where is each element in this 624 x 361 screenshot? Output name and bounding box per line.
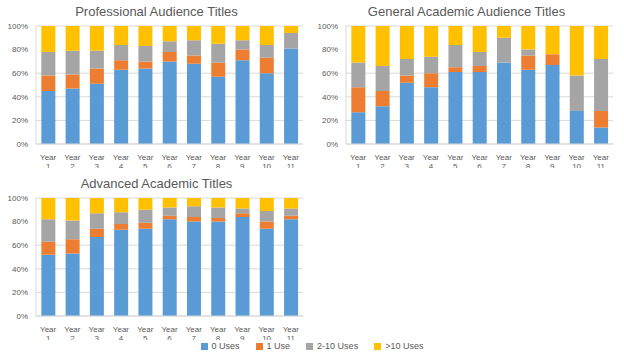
svg-text:80%: 80%	[322, 45, 338, 54]
html-text:Advanced Academic Titles: Advanced Academic Titles	[80, 176, 233, 191]
svg-text:Year8: Year8	[210, 153, 227, 168]
svg-text:20%: 20%	[322, 116, 338, 125]
svg-text:Year11: Year11	[283, 153, 300, 168]
svg-text:40%: 40%	[12, 265, 28, 274]
svg-text:80%: 80%	[12, 217, 28, 226]
svg-text:20%: 20%	[12, 116, 28, 125]
svg-text:Year5: Year5	[137, 325, 154, 340]
svg-text:Year9: Year9	[234, 325, 251, 340]
svg-text:Year4: Year4	[113, 325, 130, 340]
svg-text:60%: 60%	[12, 241, 28, 250]
svg-text:Year4: Year4	[423, 153, 440, 168]
svg-text:Year8: Year8	[520, 153, 537, 168]
svg-text:60%: 60%	[322, 69, 338, 78]
svg-text:0%: 0%	[16, 312, 28, 321]
svg-text:Year3: Year3	[89, 153, 106, 168]
html-text:Professional Audience Titles: Professional Audience Titles	[75, 4, 238, 19]
svg-text:Year9: Year9	[544, 153, 561, 168]
svg-text:Year4: Year4	[113, 153, 130, 168]
svg-text:Year8: Year8	[210, 325, 227, 340]
svg-text:Year6: Year6	[161, 153, 178, 168]
svg-text:Year2: Year2	[64, 153, 81, 168]
svg-text:Year6: Year6	[471, 153, 488, 168]
svg-text:Year7: Year7	[186, 153, 203, 168]
svg-text:Year10: Year10	[259, 153, 276, 168]
svg-text:Year1: Year1	[40, 153, 57, 168]
svg-text:Year10: Year10	[569, 153, 586, 168]
html-text:0 Uses: 0 Uses	[211, 341, 240, 351]
svg-text:Year5: Year5	[447, 153, 464, 168]
svg-text:20%: 20%	[12, 288, 28, 297]
svg-text:Year6: Year6	[161, 325, 178, 340]
svg-text:Year3: Year3	[89, 325, 106, 340]
svg-text:Year1: Year1	[40, 325, 57, 340]
svg-text:Year2: Year2	[374, 153, 391, 168]
svg-text:0%: 0%	[16, 140, 28, 149]
html-text:>10 Uses: >10 Uses	[385, 341, 424, 351]
svg-text:Year5: Year5	[137, 153, 154, 168]
svg-text:Year9: Year9	[234, 153, 251, 168]
html-text:2-10 Uses: 2-10 Uses	[317, 341, 359, 351]
svg-text:Year10: Year10	[259, 325, 276, 340]
svg-text:Year1: Year1	[350, 153, 367, 168]
svg-text:Year7: Year7	[496, 153, 513, 168]
svg-text:40%: 40%	[322, 93, 338, 102]
svg-text:40%: 40%	[12, 93, 28, 102]
svg-text:60%: 60%	[12, 69, 28, 78]
svg-text:Year3: Year3	[399, 153, 416, 168]
svg-text:100%: 100%	[318, 22, 338, 31]
html-text:1 Use: 1 Use	[266, 341, 291, 351]
svg-text:Year7: Year7	[186, 325, 203, 340]
svg-text:100%: 100%	[8, 194, 28, 203]
svg-text:Year11: Year11	[593, 153, 610, 168]
svg-text:Year11: Year11	[283, 325, 300, 340]
svg-text:Year2: Year2	[64, 325, 81, 340]
svg-text:100%: 100%	[8, 22, 28, 31]
svg-text:80%: 80%	[12, 45, 28, 54]
html-text:General Academic Audience Titl: General Academic Audience Titles	[367, 4, 566, 19]
svg-text:0%: 0%	[326, 140, 338, 149]
